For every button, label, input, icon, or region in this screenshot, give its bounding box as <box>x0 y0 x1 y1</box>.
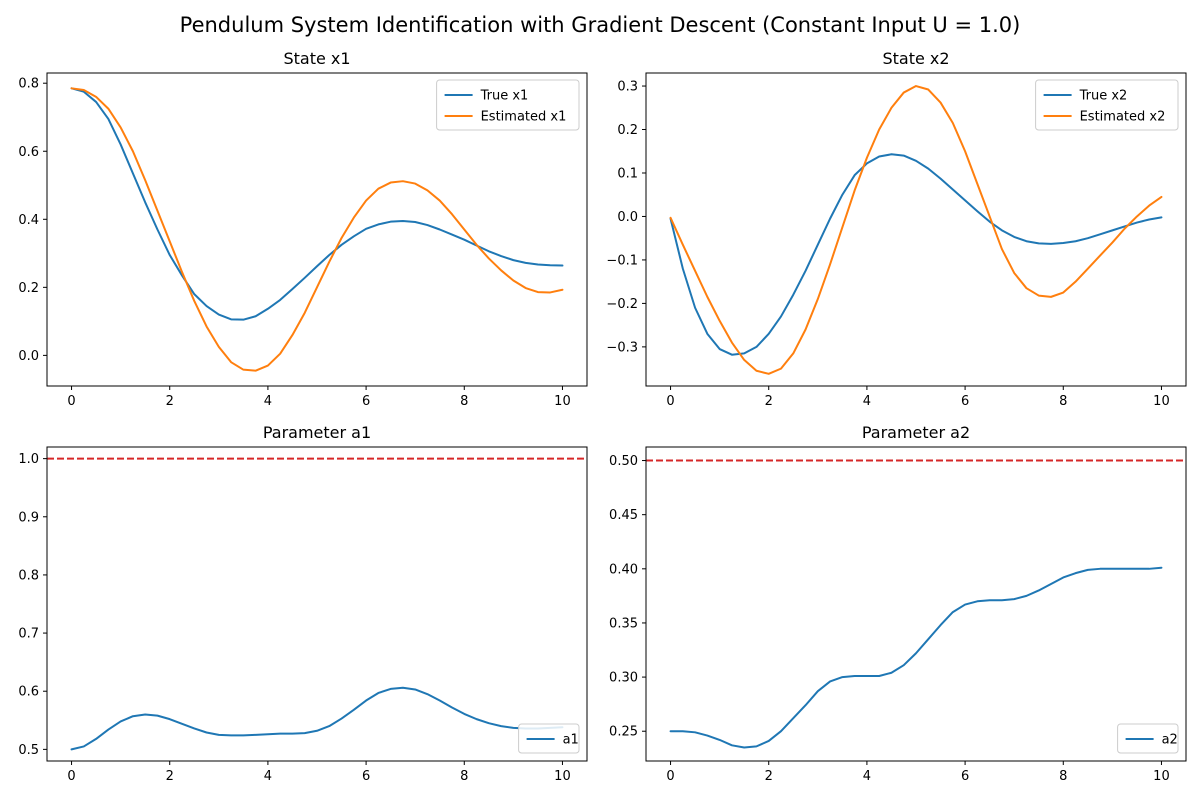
x-tick-label-a2-1: 2 <box>765 769 773 784</box>
x-tick-label-x1-3: 6 <box>362 394 370 409</box>
subplot-title-x2: State x2 <box>882 49 949 68</box>
x-tick-label-x1-2: 4 <box>264 394 272 409</box>
y-tick-label-x1-0: 0.0 <box>18 349 39 364</box>
axes-frame-x2 <box>645 72 1187 387</box>
legend-label-a1-0: a1 <box>563 733 579 748</box>
y-tick-label-x1-1: 0.2 <box>18 281 39 296</box>
x-tick-label-x2-4: 8 <box>1059 394 1067 409</box>
y-tick-label-x1-3: 0.6 <box>18 145 39 160</box>
y-tick-label-a2-2: 0.35 <box>609 616 638 631</box>
y-tick-label-a2-1: 0.30 <box>609 671 638 686</box>
series-line-a1-0 <box>70 686 564 751</box>
x-tick-label-x1-5: 10 <box>554 394 571 409</box>
y-tick-label-x2-3: 0.0 <box>617 210 638 225</box>
subplot-title-a2: Parameter a2 <box>862 423 970 442</box>
legend-label-x1-1: Estimated x1 <box>481 110 567 125</box>
y-tick-label-x2-4: 0.1 <box>617 166 638 181</box>
legend-label-a2-0: a2 <box>1162 733 1178 748</box>
x-tick-label-x1-4: 8 <box>460 394 468 409</box>
y-tick-label-a1-5: 1.0 <box>18 452 39 467</box>
series-line-x2-1 <box>669 85 1163 375</box>
axes-frame-a1 <box>46 446 588 762</box>
x-tick-label-a1-0: 0 <box>67 769 75 784</box>
y-tick-label-x2-5: 0.2 <box>617 123 638 138</box>
subplot-a2: Parameter a2 0 2 4 6 8 10 0.25 0.30 0.35 0.40 0.45 0… <box>609 423 1187 784</box>
x-tick-label-a2-4: 8 <box>1059 769 1067 784</box>
legend-x2: True x2 Estimated x2 <box>1035 79 1179 131</box>
y-tick-label-x1-4: 0.8 <box>18 77 39 92</box>
series-line-x1-1 <box>70 87 564 372</box>
subplot-title-x1: State x1 <box>283 49 350 68</box>
x-tick-label-a2-2: 4 <box>863 769 871 784</box>
figure-suptitle: Pendulum System Identification with Grad… <box>180 13 1021 37</box>
y-tick-label-a1-3: 0.8 <box>18 568 39 583</box>
x-tick-label-x2-2: 4 <box>863 394 871 409</box>
series-line-x1-0 <box>70 87 564 321</box>
legend-a1: a1 <box>518 723 580 754</box>
legend-label-x2-0: True x2 <box>1079 89 1128 104</box>
y-tick-label-x2-0: −0.3 <box>606 340 638 355</box>
y-tick-label-x2-2: −0.1 <box>606 253 638 268</box>
legend-x1: True x1 Estimated x1 <box>436 79 580 131</box>
x-tick-label-a1-1: 2 <box>166 769 174 784</box>
x-tick-label-a1-4: 8 <box>460 769 468 784</box>
subplot-a1: Parameter a1 0 2 4 6 8 10 0.5 0.6 0.7 0.8 0.9 1.0 a1 <box>18 423 588 784</box>
legend-box-x2 <box>1035 79 1179 131</box>
series-line-x2-0 <box>669 153 1163 356</box>
axes-frame-x1 <box>46 72 588 387</box>
y-tick-label-a2-5: 0.50 <box>609 454 638 469</box>
legend-label-x2-1: Estimated x2 <box>1080 110 1166 125</box>
x-tick-label-x1-0: 0 <box>67 394 75 409</box>
x-tick-label-a2-3: 6 <box>961 769 969 784</box>
legend-a2: a2 <box>1117 723 1179 754</box>
legend-box-x1 <box>436 79 580 131</box>
subplot-x2: State x2 0 2 4 6 8 10 −0.3 −0.2 −0.1 0.0 0.1 0.2 0.3 T… <box>606 49 1187 409</box>
y-tick-label-a1-1: 0.6 <box>18 685 39 700</box>
x-tick-label-a1-2: 4 <box>264 769 272 784</box>
y-tick-label-x2-1: −0.2 <box>606 297 638 312</box>
x-tick-label-a2-5: 10 <box>1153 769 1170 784</box>
y-tick-label-a1-0: 0.5 <box>18 743 39 758</box>
subplot-x1: State x1 0 2 4 6 8 10 0.0 0.2 0.4 0.6 0.8 True x1 Est… <box>18 49 588 409</box>
x-tick-label-x2-5: 10 <box>1153 394 1170 409</box>
x-tick-label-x1-1: 2 <box>166 394 174 409</box>
series-line-a2-0 <box>669 566 1163 749</box>
y-tick-label-a2-0: 0.25 <box>609 725 638 740</box>
y-tick-label-a2-3: 0.40 <box>609 562 638 577</box>
x-tick-label-x2-0: 0 <box>666 394 674 409</box>
x-tick-label-x2-3: 6 <box>961 394 969 409</box>
axes-frame-a2 <box>645 446 1187 762</box>
subplot-title-a1: Parameter a1 <box>263 423 371 442</box>
y-tick-label-a1-4: 0.9 <box>18 510 39 525</box>
y-tick-label-a1-2: 0.7 <box>18 627 39 642</box>
x-tick-label-x2-1: 2 <box>765 394 773 409</box>
x-tick-label-a2-0: 0 <box>666 769 674 784</box>
x-tick-label-a1-3: 6 <box>362 769 370 784</box>
x-tick-label-a1-5: 10 <box>554 769 571 784</box>
legend-label-x1-0: True x1 <box>480 89 529 104</box>
y-tick-label-x1-2: 0.4 <box>18 213 39 228</box>
y-tick-label-a2-4: 0.45 <box>609 508 638 523</box>
y-tick-label-x2-6: 0.3 <box>617 80 638 95</box>
